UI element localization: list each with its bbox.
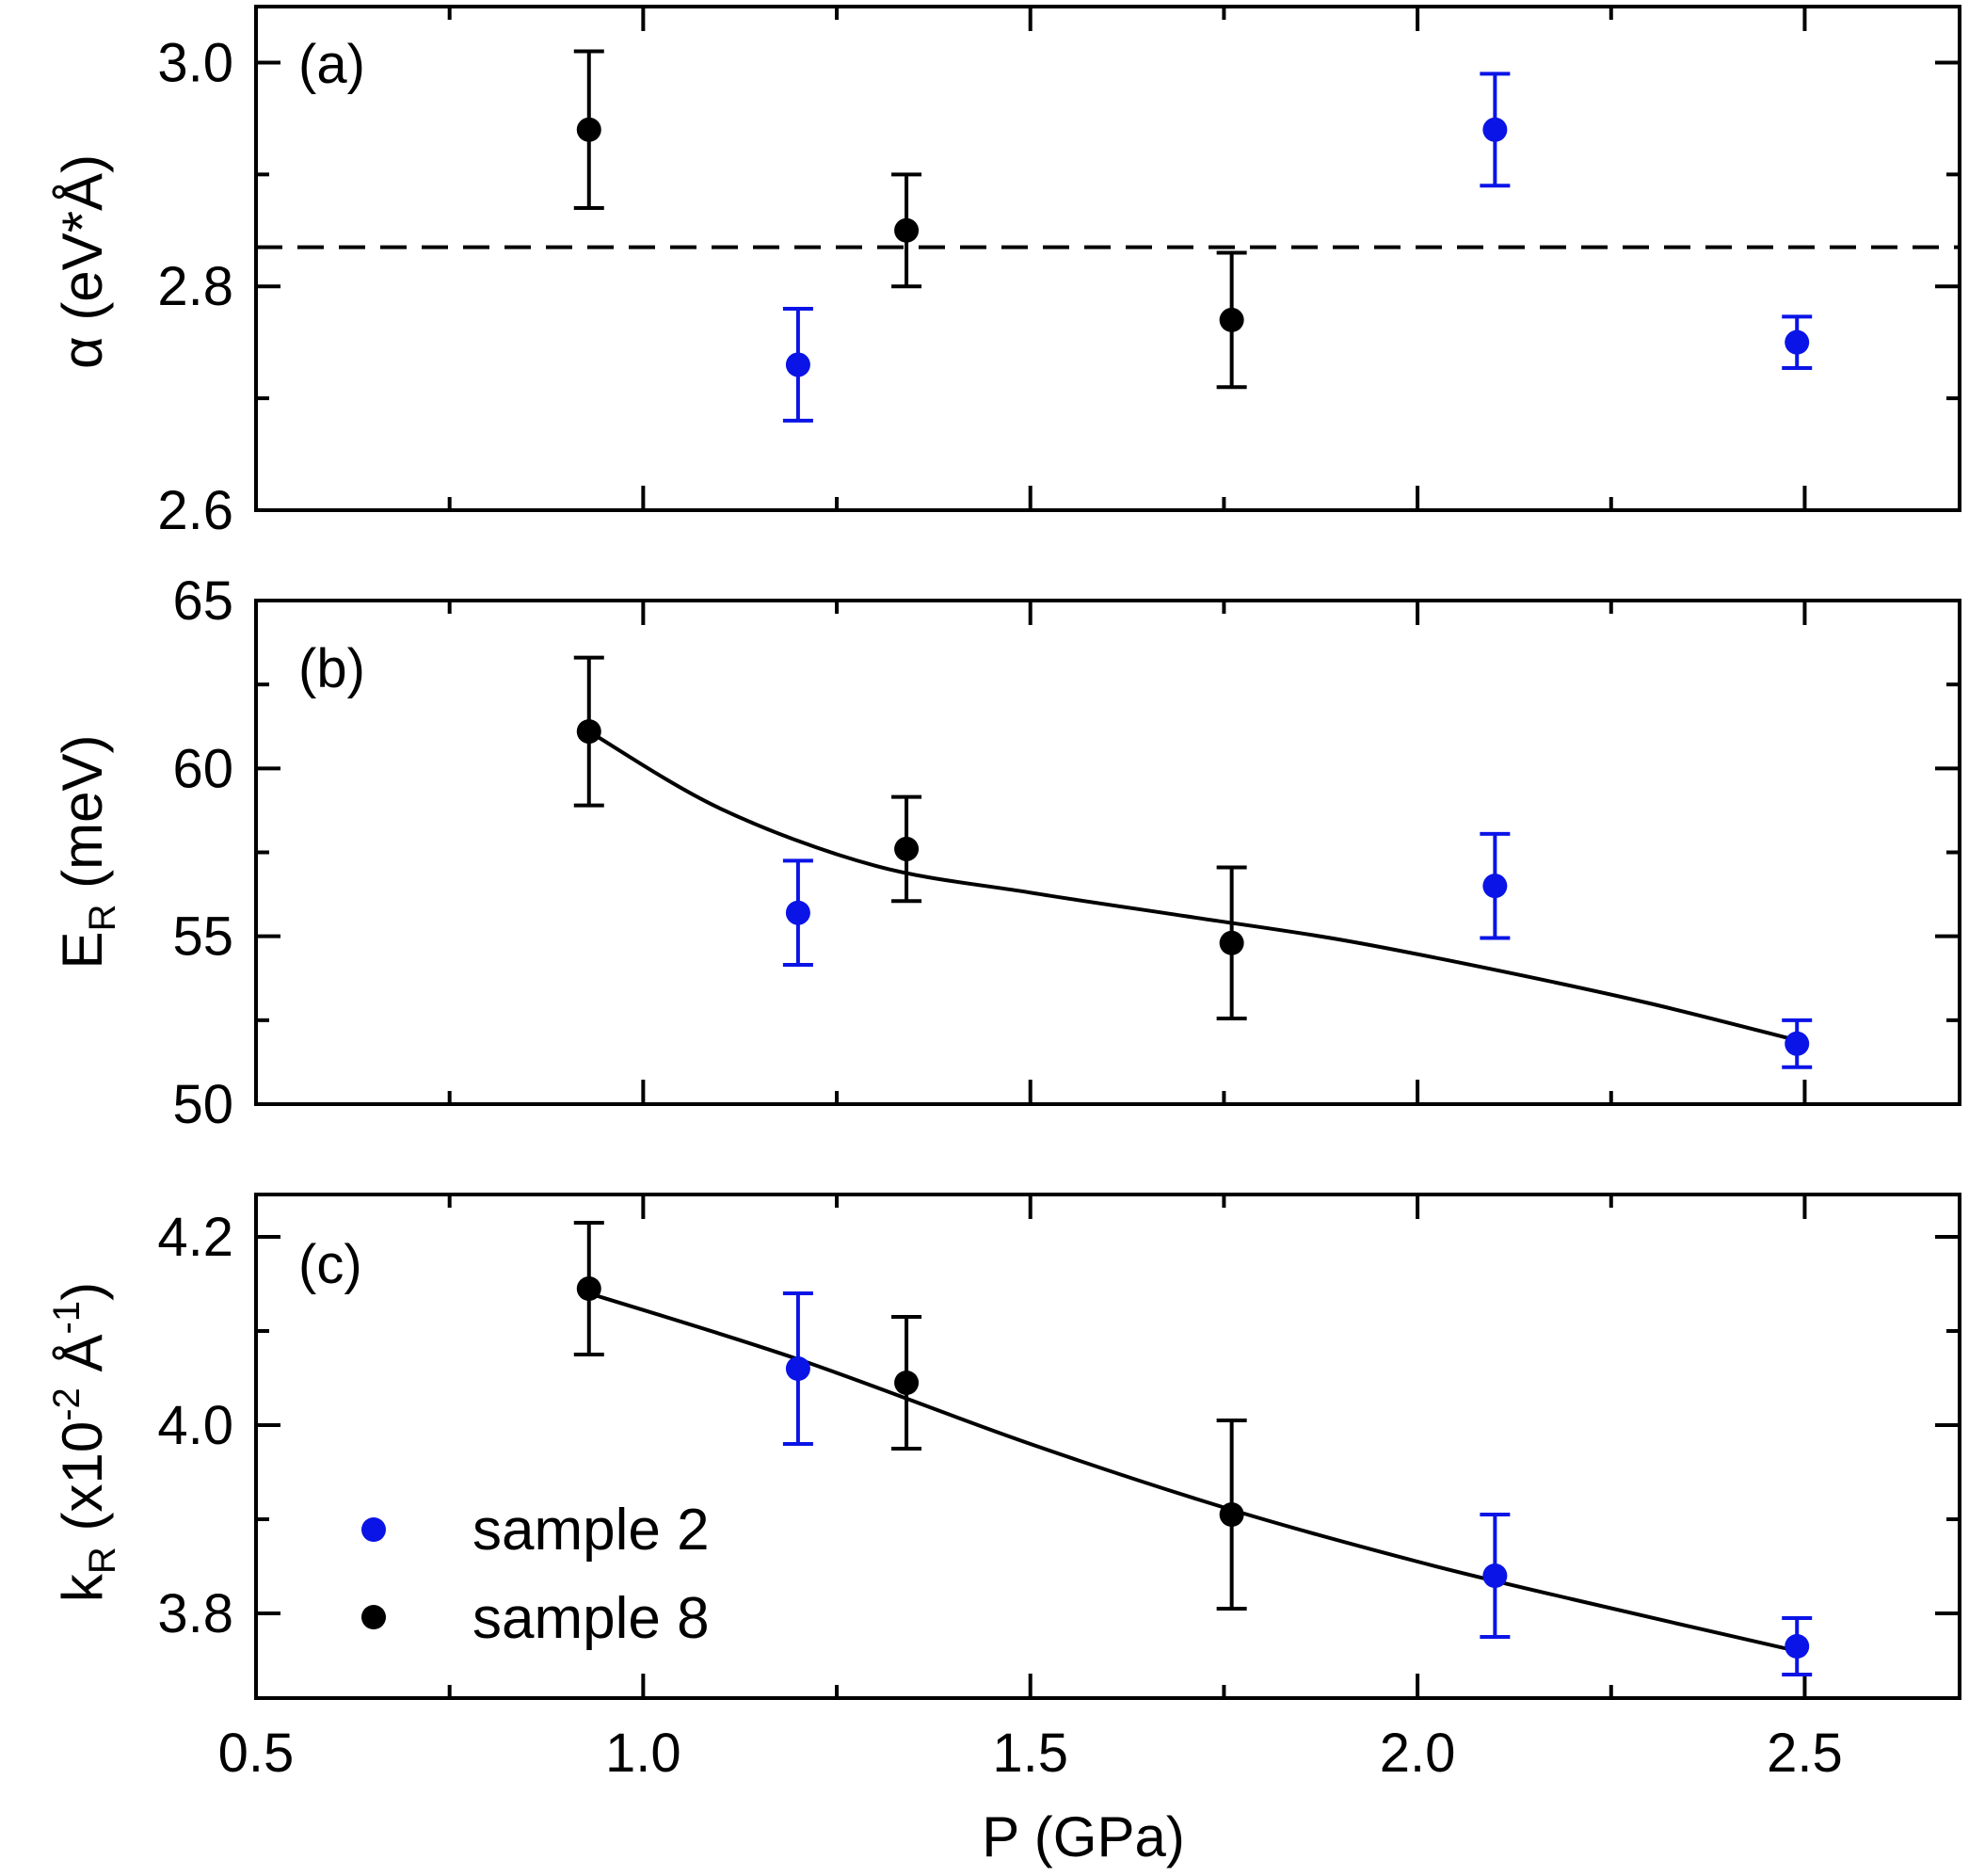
panel-c-ylabel-sup1: -2 [46,1387,88,1421]
y-tick-label: 3.8 [157,1583,233,1644]
data-point-sample-2 [1482,1563,1508,1588]
fit-curve [588,1291,1798,1653]
y-tick-label: 3.0 [157,32,233,93]
panel-c-ylabel-sup2: -1 [46,1301,88,1335]
panel-c-tag: (c) [298,1234,362,1295]
panel-b-tag: (b) [298,638,365,699]
data-point-sample-2 [1482,874,1508,899]
panel-c-y-axis-label: kR (x10-2 Å-1) [46,1282,123,1602]
panel-b-ylabel-main: E [51,931,114,969]
panel-c-ylabel-sub: R [82,1547,123,1574]
y-tick-label: 2.8 [157,256,233,317]
panel-c-ylabel-main: k [51,1573,114,1602]
y-tick-label: 60 [172,738,233,799]
panel-b-ticks: 50 55 60 65 [172,570,1960,1135]
legend-label-sample-8: sample 8 [472,1586,710,1651]
panel-c: 3.8 4.0 4.2 (c) kR (x10-2 Å-1) sample 2 sa… [46,1193,1961,1700]
data-point-sample-2 [1785,1031,1810,1056]
panel-b-plot [573,655,1813,1069]
data-point-sample-2 [785,1356,810,1381]
panel-c-ylabel-rest2: Å [51,1335,114,1388]
data-point-sample-2 [785,352,810,377]
panel-c-frame [254,1193,1961,1700]
data-point-sample-8 [894,217,920,243]
y-tick-label: 65 [172,570,233,632]
fit-curve [587,730,1798,1043]
x-tick-label: 1.0 [605,1723,681,1784]
legend: sample 2 sample 8 [361,1498,710,1651]
panel-b-ylabel-sub: R [82,905,123,932]
panel-c-ticks: 3.8 4.0 4.2 [157,1195,1960,1698]
panel-a-ticks: 2.6 2.8 3.0 [157,7,1960,541]
data-point-sample-2 [785,900,810,925]
y-tick-label: 4.0 [157,1395,233,1456]
x-axis: 0.5 1.0 1.5 2.0 2.5 [218,1723,1843,1784]
data-point-sample-8 [576,719,601,745]
data-point-sample-2 [1482,117,1508,142]
data-point-sample-2 [1785,329,1810,355]
x-tick-label: 0.5 [218,1723,295,1784]
data-point-sample-8 [576,117,601,142]
panel-a-frame [254,5,1961,512]
legend-marker-sample-2 [361,1517,386,1542]
legend-label-sample-2: sample 2 [472,1498,710,1563]
data-point-sample-8 [894,836,920,861]
panel-a-y-axis-label: α (eV*Å) [51,154,114,369]
data-point-sample-8 [1219,1502,1244,1527]
panel-b-y-axis-label: ER (meV) [51,735,123,970]
panel-b-ylabel-rest: (meV) [51,735,114,905]
y-tick-label: 50 [172,1074,233,1135]
x-tick-label: 2.0 [1380,1723,1456,1784]
panel-a-tag: (a) [298,34,365,95]
panel-c-plot [573,1221,1813,1676]
legend-marker-sample-8 [361,1605,386,1629]
panel-a: 2.6 2.8 3.0 (a) α (eV*Å) [51,5,1961,541]
panel-c-ylabel-rest: (x10 [51,1421,114,1547]
y-tick-label: 2.6 [157,480,233,541]
panel-b: 50 55 60 65 (b) ER (meV) [51,570,1961,1135]
panel-c-ylabel-rest3: ) [51,1282,114,1301]
y-tick-label: 55 [172,906,233,968]
x-tick-label: 1.5 [992,1723,1068,1784]
data-point-sample-8 [576,1276,601,1301]
y-tick-label: 4.2 [157,1207,233,1268]
panel-a-plot [256,49,1960,423]
data-point-sample-8 [1219,930,1244,955]
x-tick-label: 2.5 [1767,1723,1843,1784]
panel-b-frame [254,599,1961,1106]
data-point-sample-2 [1785,1634,1810,1659]
x-axis-label: P (GPa) [982,1805,1185,1868]
data-point-sample-8 [1219,307,1244,332]
data-point-sample-8 [894,1371,920,1395]
